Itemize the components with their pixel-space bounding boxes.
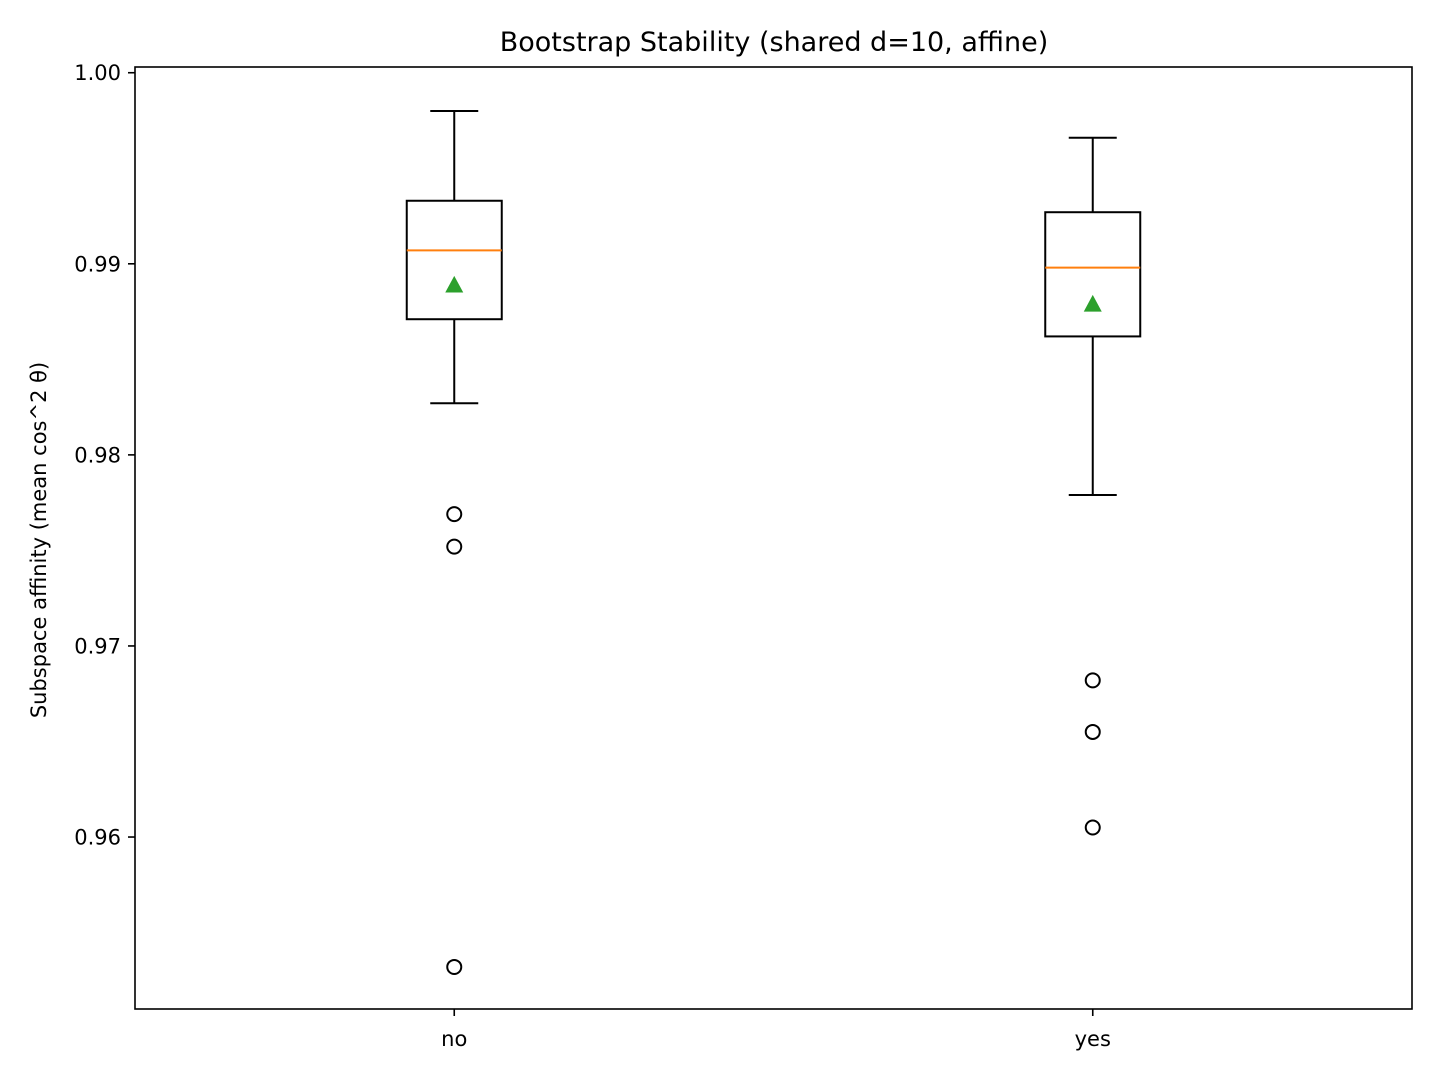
y-tick-label: 0.96 (74, 826, 121, 850)
outlier-point (1084, 672, 1101, 689)
chart-title: Bootstrap Stability (shared d=10, affine… (500, 27, 1049, 58)
box-iqr (1044, 211, 1142, 338)
mean-marker (1083, 294, 1102, 312)
x-tick-label: no (441, 1027, 467, 1051)
y-tick-label: 0.99 (74, 252, 121, 276)
outlier-point (1084, 819, 1101, 836)
y-tick-label: 0.98 (74, 443, 121, 467)
outlier-point (446, 958, 463, 975)
y-tick-label: 1.00 (74, 61, 121, 85)
box-iqr (405, 199, 503, 321)
axes-frame (134, 66, 1413, 1010)
y-axis-label: Subspace affinity (mean cos^2 θ) (27, 362, 51, 718)
outlier-point (1084, 723, 1101, 740)
outlier-point (446, 506, 463, 523)
x-tick-label: yes (1075, 1027, 1111, 1051)
y-tick-label: 0.97 (74, 634, 121, 658)
mean-marker (445, 275, 464, 293)
outlier-point (446, 538, 463, 555)
plot-area: 0.96 0.97 0.98 0.99 1.00 no yes (74, 61, 1142, 1051)
